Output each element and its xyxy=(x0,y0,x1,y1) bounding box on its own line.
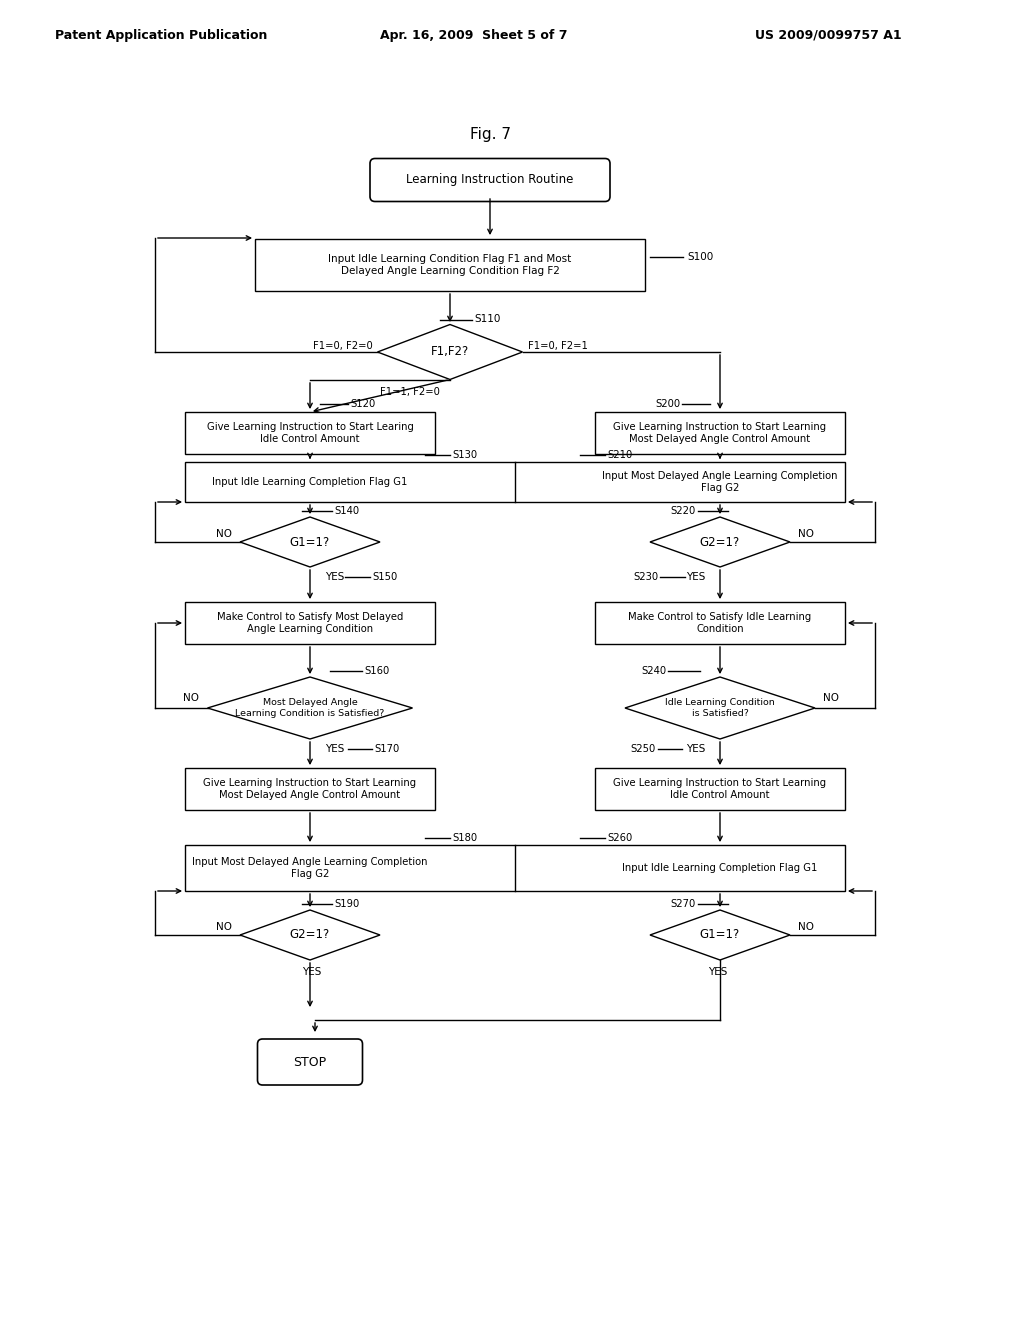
FancyBboxPatch shape xyxy=(185,462,845,502)
Text: Idle Learning Condition
is Satisfied?: Idle Learning Condition is Satisfied? xyxy=(666,698,775,718)
Text: Give Learning Instruction to Start Learning
Most Delayed Angle Control Amount: Give Learning Instruction to Start Learn… xyxy=(613,422,826,444)
Text: F1=1, F2=0: F1=1, F2=0 xyxy=(380,387,440,396)
Text: Give Learning Instruction to Start Learning
Most Delayed Angle Control Amount: Give Learning Instruction to Start Learn… xyxy=(204,779,417,800)
Text: YES: YES xyxy=(686,744,705,754)
Polygon shape xyxy=(378,325,522,380)
Text: G1=1?: G1=1? xyxy=(290,536,330,549)
Text: F1=0, F2=1: F1=0, F2=1 xyxy=(527,341,588,351)
Text: YES: YES xyxy=(325,744,344,754)
FancyBboxPatch shape xyxy=(255,239,645,290)
Text: S210: S210 xyxy=(607,450,632,459)
Polygon shape xyxy=(625,677,815,739)
Text: NO: NO xyxy=(216,529,232,539)
Polygon shape xyxy=(208,677,413,739)
Text: S120: S120 xyxy=(350,399,375,409)
Text: Input Idle Learning Completion Flag G1: Input Idle Learning Completion Flag G1 xyxy=(212,477,408,487)
Text: YES: YES xyxy=(302,968,322,977)
Polygon shape xyxy=(240,909,380,960)
FancyBboxPatch shape xyxy=(185,412,435,454)
Text: S100: S100 xyxy=(687,252,714,261)
Text: YES: YES xyxy=(686,572,705,582)
Text: NO: NO xyxy=(216,921,232,932)
Text: S170: S170 xyxy=(374,744,399,754)
Text: NO: NO xyxy=(183,693,200,704)
Text: S260: S260 xyxy=(607,833,632,843)
FancyBboxPatch shape xyxy=(370,158,610,202)
Text: Make Control to Satisfy Idle Learning
Condition: Make Control to Satisfy Idle Learning Co… xyxy=(629,612,812,634)
Text: S110: S110 xyxy=(474,314,501,325)
FancyBboxPatch shape xyxy=(185,602,435,644)
Text: S150: S150 xyxy=(372,572,397,582)
Text: Make Control to Satisfy Most Delayed
Angle Learning Condition: Make Control to Satisfy Most Delayed Ang… xyxy=(217,612,403,634)
Text: S270: S270 xyxy=(671,899,696,909)
Text: S130: S130 xyxy=(452,450,477,459)
Text: Give Learning Instruction to Start Learning
Idle Control Amount: Give Learning Instruction to Start Learn… xyxy=(613,779,826,800)
Text: Most Delayed Angle
Learning Condition is Satisfied?: Most Delayed Angle Learning Condition is… xyxy=(236,698,385,718)
Text: Patent Application Publication: Patent Application Publication xyxy=(55,29,267,41)
Text: NO: NO xyxy=(823,693,839,704)
FancyBboxPatch shape xyxy=(185,845,845,891)
Text: S240: S240 xyxy=(641,667,666,676)
Text: F1,F2?: F1,F2? xyxy=(431,346,469,359)
Text: NO: NO xyxy=(798,921,814,932)
FancyBboxPatch shape xyxy=(595,412,845,454)
Text: S160: S160 xyxy=(364,667,389,676)
Text: Apr. 16, 2009  Sheet 5 of 7: Apr. 16, 2009 Sheet 5 of 7 xyxy=(380,29,567,41)
Text: Give Learning Instruction to Start Learing
Idle Control Amount: Give Learning Instruction to Start Leari… xyxy=(207,422,414,444)
Text: Input Idle Learning Completion Flag G1: Input Idle Learning Completion Flag G1 xyxy=(623,863,818,873)
Text: F1=0, F2=0: F1=0, F2=0 xyxy=(312,341,373,351)
Text: Fig. 7: Fig. 7 xyxy=(469,128,511,143)
Text: YES: YES xyxy=(325,572,344,582)
Text: S230: S230 xyxy=(633,572,658,582)
FancyBboxPatch shape xyxy=(595,768,845,810)
Text: S200: S200 xyxy=(655,399,680,409)
Text: NO: NO xyxy=(798,529,814,539)
Text: S190: S190 xyxy=(334,899,359,909)
FancyBboxPatch shape xyxy=(185,768,435,810)
Text: STOP: STOP xyxy=(294,1056,327,1068)
Text: Learning Instruction Routine: Learning Instruction Routine xyxy=(407,173,573,186)
Polygon shape xyxy=(650,517,790,568)
FancyBboxPatch shape xyxy=(257,1039,362,1085)
Text: G1=1?: G1=1? xyxy=(699,928,740,941)
Text: G2=1?: G2=1? xyxy=(290,928,330,941)
Text: S140: S140 xyxy=(334,506,359,516)
Text: S180: S180 xyxy=(452,833,477,843)
Text: US 2009/0099757 A1: US 2009/0099757 A1 xyxy=(755,29,901,41)
Polygon shape xyxy=(240,517,380,568)
Text: G2=1?: G2=1? xyxy=(699,536,740,549)
Text: Input Most Delayed Angle Learning Completion
Flag G2: Input Most Delayed Angle Learning Comple… xyxy=(602,471,838,492)
Text: YES: YES xyxy=(709,968,728,977)
Text: Input Idle Learning Condition Flag F1 and Most
Delayed Angle Learning Condition : Input Idle Learning Condition Flag F1 an… xyxy=(329,255,571,276)
Text: Input Most Delayed Angle Learning Completion
Flag G2: Input Most Delayed Angle Learning Comple… xyxy=(193,857,428,879)
Polygon shape xyxy=(650,909,790,960)
Text: S220: S220 xyxy=(671,506,696,516)
Text: S250: S250 xyxy=(631,744,656,754)
FancyBboxPatch shape xyxy=(595,602,845,644)
